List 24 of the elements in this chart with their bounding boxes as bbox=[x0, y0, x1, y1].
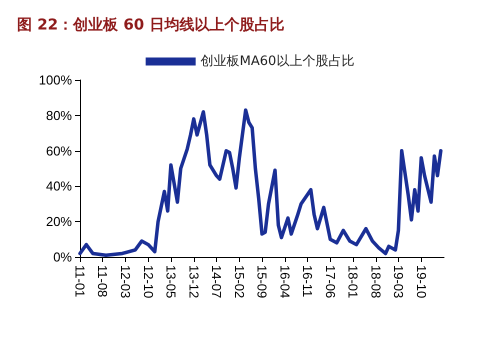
x-tick-label: 14-07 bbox=[208, 265, 224, 298]
x-tick-label: 15-02 bbox=[232, 265, 247, 298]
x-tick-label: 11-08 bbox=[95, 265, 110, 298]
x-tick-label: 13-12 bbox=[186, 265, 202, 298]
y-tick-label: 20% bbox=[46, 214, 72, 230]
x-tick-label: 18-08 bbox=[368, 265, 384, 298]
y-tick-label: 60% bbox=[46, 143, 72, 158]
x-tick-label: 16-04 bbox=[277, 265, 292, 298]
y-tick-label: 0% bbox=[53, 250, 72, 264]
chart-title: 图 22：创业板 60 日均线以上个股占比 bbox=[17, 16, 284, 34]
y-tick-label: 100% bbox=[38, 72, 72, 88]
x-tick-label: 16-11 bbox=[300, 265, 316, 298]
y-tick-label: 80% bbox=[46, 108, 72, 123]
legend-label: 创业板MA60以上个股占比 bbox=[200, 54, 354, 69]
x-tick-label: 18-01 bbox=[346, 265, 361, 298]
x-tick-label: 15-09 bbox=[254, 265, 270, 298]
x-tick-label: 19-03 bbox=[390, 265, 406, 298]
x-tick-label: 11-01 bbox=[72, 265, 88, 298]
x-tick-label: 12-10 bbox=[140, 265, 156, 298]
x-tick-label: 17-06 bbox=[322, 265, 338, 298]
x-tick-label: 13-05 bbox=[163, 265, 178, 298]
x-tick-label: 19-10 bbox=[414, 265, 429, 298]
x-tick-label: 12-03 bbox=[118, 265, 133, 298]
y-tick-label: 40% bbox=[46, 178, 72, 194]
